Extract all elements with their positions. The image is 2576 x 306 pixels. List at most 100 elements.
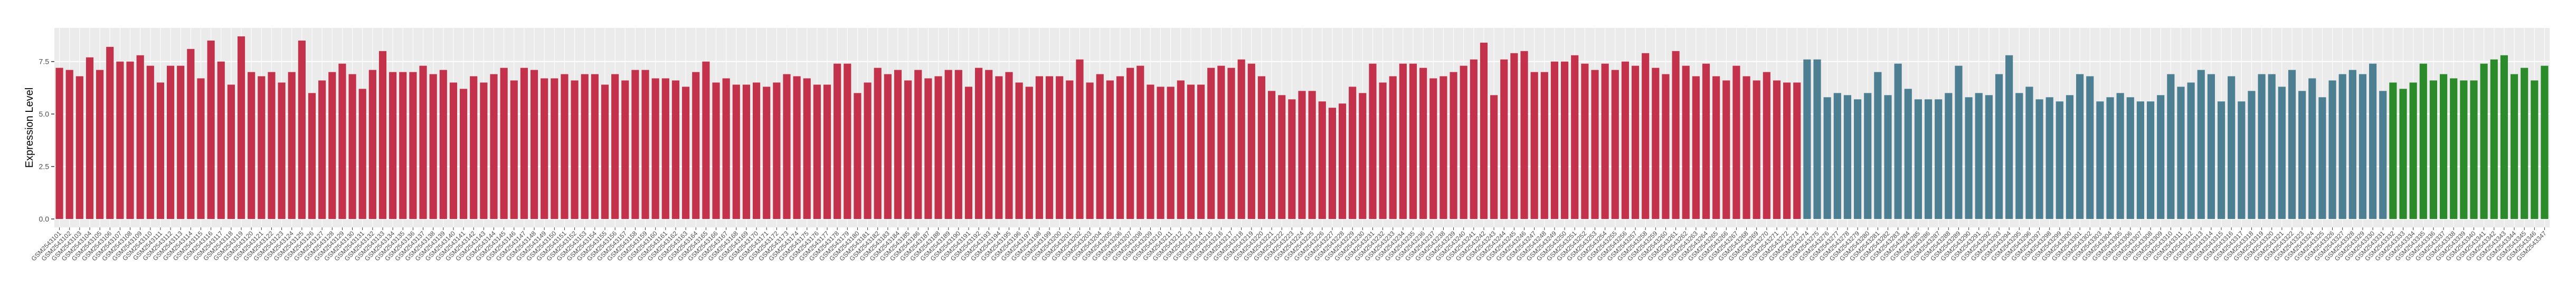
bar <box>2389 82 2397 219</box>
bar <box>541 78 548 219</box>
bar <box>1642 53 1650 219</box>
bar <box>904 80 912 219</box>
bar <box>65 70 73 219</box>
bar <box>1773 80 1781 219</box>
bar <box>328 72 336 219</box>
bar <box>510 80 518 219</box>
bar <box>136 55 144 219</box>
bar <box>1742 76 1750 219</box>
bar <box>2015 93 2023 219</box>
bar <box>2238 101 2246 219</box>
bar <box>914 70 922 219</box>
bar <box>2490 59 2498 219</box>
bar <box>1540 72 1548 219</box>
bar <box>2541 65 2549 219</box>
bar <box>2308 78 2316 219</box>
bar <box>1591 70 1599 219</box>
bar <box>1712 76 1720 219</box>
bar <box>227 84 235 219</box>
bar <box>874 68 882 219</box>
bar <box>146 65 154 219</box>
bar <box>2429 80 2437 219</box>
bar <box>2460 80 2468 219</box>
bar <box>985 70 993 219</box>
bar <box>2066 95 2074 219</box>
bar <box>1571 55 1579 219</box>
bar <box>368 70 376 219</box>
bar <box>490 74 498 219</box>
bar <box>2086 76 2094 219</box>
bar <box>1237 59 1245 219</box>
bar <box>207 40 215 219</box>
bar <box>2521 68 2528 219</box>
y-tick-label: 2.5 <box>39 162 50 171</box>
bar <box>2379 91 2387 219</box>
bar <box>1015 82 1023 219</box>
bar <box>2439 74 2448 219</box>
bar <box>520 68 528 219</box>
bar <box>1985 95 1993 219</box>
bar <box>682 87 690 219</box>
bar <box>1288 99 1296 219</box>
bar <box>2510 74 2518 219</box>
bar <box>1753 80 1760 219</box>
bar <box>1995 74 2003 219</box>
bar <box>1550 61 1559 219</box>
bar <box>2348 70 2356 219</box>
bar <box>2076 74 2084 219</box>
bar <box>934 76 942 219</box>
bar <box>1955 65 1963 219</box>
bar <box>217 61 225 219</box>
bar <box>1581 63 1589 219</box>
bar <box>884 74 892 219</box>
bar <box>975 68 983 219</box>
bar <box>1520 51 1528 219</box>
bar <box>752 82 761 219</box>
bar <box>480 82 488 219</box>
bar <box>500 68 508 219</box>
bar <box>55 68 63 219</box>
bar <box>1429 78 1437 219</box>
bar <box>429 74 437 219</box>
bar <box>2035 99 2043 219</box>
bar <box>1126 68 1134 219</box>
bar <box>1045 76 1054 219</box>
bar <box>1278 95 1286 219</box>
bar <box>409 72 417 219</box>
bar <box>1652 68 1660 219</box>
bar <box>2025 87 2033 219</box>
bar <box>1056 76 1064 219</box>
bar <box>177 65 185 219</box>
bar <box>823 84 831 219</box>
bar <box>1308 91 1316 219</box>
bar <box>378 51 387 219</box>
bar <box>864 82 872 219</box>
bar <box>2146 101 2155 219</box>
bar <box>2399 89 2407 219</box>
y-tick-label: 5.0 <box>39 110 50 118</box>
bar <box>1025 87 1033 219</box>
bar <box>1177 80 1185 219</box>
bar <box>2096 101 2104 219</box>
bar <box>2258 74 2266 219</box>
bar <box>1035 76 1044 219</box>
bar <box>1349 87 1357 219</box>
y-axis-title: Expression Level <box>24 88 35 168</box>
bar <box>692 72 700 219</box>
bar <box>1722 80 1730 219</box>
bar <box>1005 72 1013 219</box>
bar <box>722 78 730 219</box>
bar <box>1631 65 1640 219</box>
bar <box>318 80 326 219</box>
bar <box>1510 53 1518 219</box>
bar <box>2106 97 2114 219</box>
bar <box>1207 68 1215 219</box>
bar <box>1187 84 1195 219</box>
bar <box>1813 59 1821 219</box>
bar <box>742 84 751 219</box>
bar <box>459 89 468 219</box>
bar <box>1914 99 1922 219</box>
bar <box>1803 59 1811 219</box>
bar <box>1853 99 1862 219</box>
bar <box>671 80 680 219</box>
